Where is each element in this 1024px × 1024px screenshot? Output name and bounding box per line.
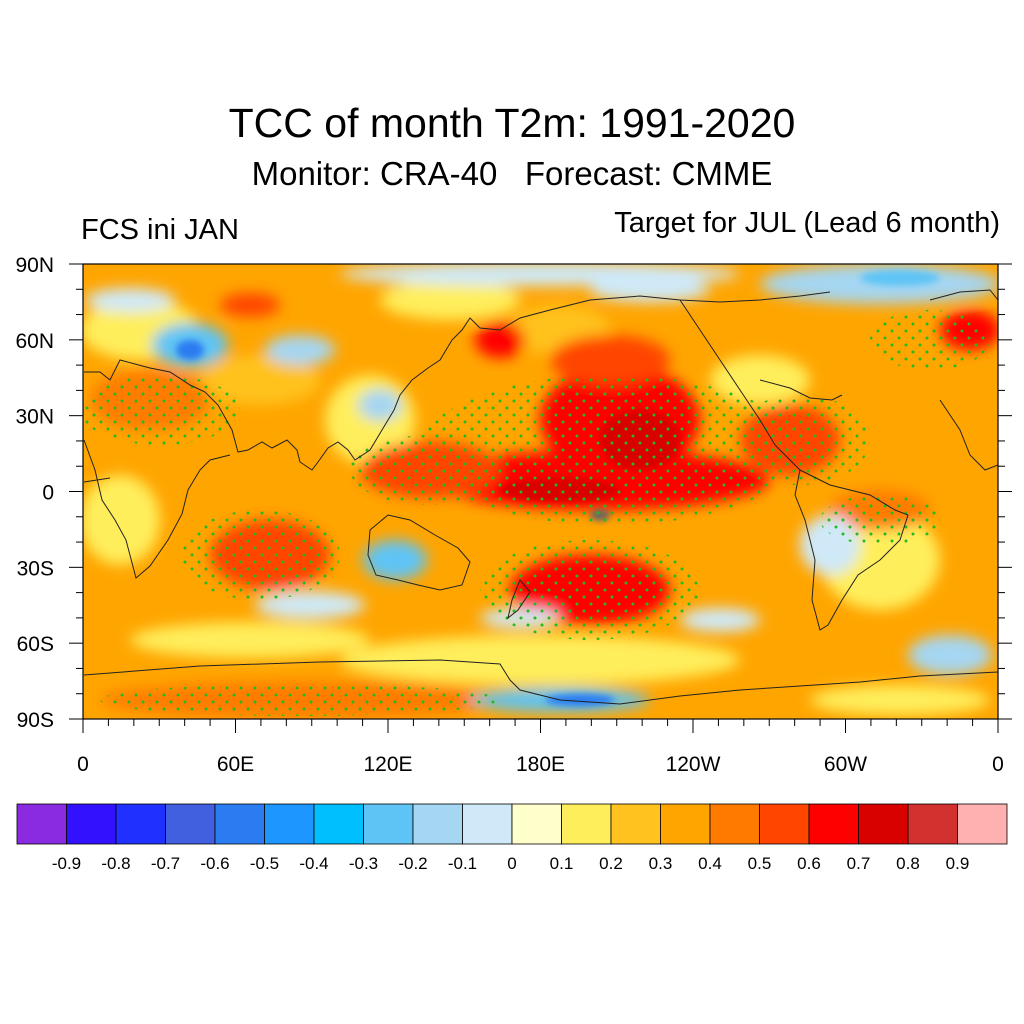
colorbar-swatch <box>115 803 166 845</box>
colorbar-label: 0.4 <box>698 854 722 873</box>
lon-tick-label: 60W <box>824 753 867 776</box>
colorbar-swatch <box>66 803 117 845</box>
colorbar-swatch <box>16 803 67 845</box>
colorbar-swatch <box>957 803 1008 845</box>
lon-tick-label: 0 <box>77 753 89 776</box>
colorbar-label: 0.6 <box>797 854 821 873</box>
colorbar-swatch <box>363 803 414 845</box>
correlation-field <box>83 264 998 719</box>
colorbar-swatch <box>462 803 513 845</box>
colorbar-label: -0.5 <box>250 854 279 873</box>
lon-tick-label: 0 <box>992 753 1004 776</box>
lat-tick-label: 90N <box>15 254 54 277</box>
colorbar-swatch <box>165 803 216 845</box>
colorbar-label: -0.2 <box>398 854 427 873</box>
colorbar-label: -0.8 <box>101 854 130 873</box>
significance-stippling <box>83 310 990 716</box>
colorbar-swatch <box>412 803 463 845</box>
colorbar-label: 0.1 <box>550 854 574 873</box>
colorbar-label: 0 <box>507 854 516 873</box>
colorbar-swatch <box>610 803 661 845</box>
map-axes: 90N 60N 30N 0 30S 60S 90S 0 60E 120E 180E 120W 60W 0 <box>15 254 1012 776</box>
lon-tick-label: 120W <box>666 753 721 776</box>
colorbar-swatch <box>858 803 909 845</box>
lat-tick-label: 30N <box>15 406 54 429</box>
colorbar: -0.9 -0.8 -0.7 -0.6 -0.5 -0.4 -0.3 -0.2 -0.1 0 0.1… <box>16 803 1008 873</box>
colorbar-label: -0.9 <box>52 854 81 873</box>
colorbar-swatch <box>660 803 711 845</box>
colorbar-swatch <box>808 803 859 845</box>
colorbar-swatch <box>264 803 315 845</box>
colorbar-label: 0.9 <box>946 854 970 873</box>
initialization-label: FCS ini JAN <box>81 214 239 246</box>
colorbar-label: 0.8 <box>896 854 920 873</box>
colorbar-swatch <box>907 803 958 845</box>
lat-tick-label: 90S <box>17 709 54 732</box>
target-label: Target for JUL (Lead 6 month) <box>614 207 1000 239</box>
lat-tick-label: 0 <box>42 482 54 505</box>
colorbar-swatch <box>561 803 612 845</box>
colorbar-swatch <box>214 803 265 845</box>
lat-tick-label: 30S <box>17 557 54 580</box>
colorbar-swatch <box>759 803 810 845</box>
lon-tick-label: 60E <box>217 753 254 776</box>
map-title: TCC of month T2m: 1991-2020 <box>228 100 796 146</box>
colorbar-label: -0.7 <box>151 854 180 873</box>
colorbar-swatch <box>313 803 364 845</box>
coastlines <box>83 289 998 705</box>
colorbar-label: -0.4 <box>299 854 328 873</box>
colorbar-label: -0.3 <box>349 854 378 873</box>
colorbar-label: -0.1 <box>448 854 477 873</box>
colorbar-label: 0.7 <box>847 854 871 873</box>
colorbar-label: 0.2 <box>599 854 623 873</box>
colorbar-swatch <box>511 803 562 845</box>
lon-tick-label: 120E <box>363 753 412 776</box>
colorbar-label: -0.6 <box>200 854 229 873</box>
lat-tick-label: 60N <box>15 330 54 353</box>
colorbar-label: 0.5 <box>748 854 772 873</box>
colorbar-label: 0.3 <box>649 854 673 873</box>
colorbar-swatch <box>709 803 760 845</box>
lat-tick-label: 60S <box>17 633 54 656</box>
lon-tick-label: 180E <box>516 753 565 776</box>
map-subtitle: Monitor: CRA-40 Forecast: CMME <box>251 155 773 192</box>
